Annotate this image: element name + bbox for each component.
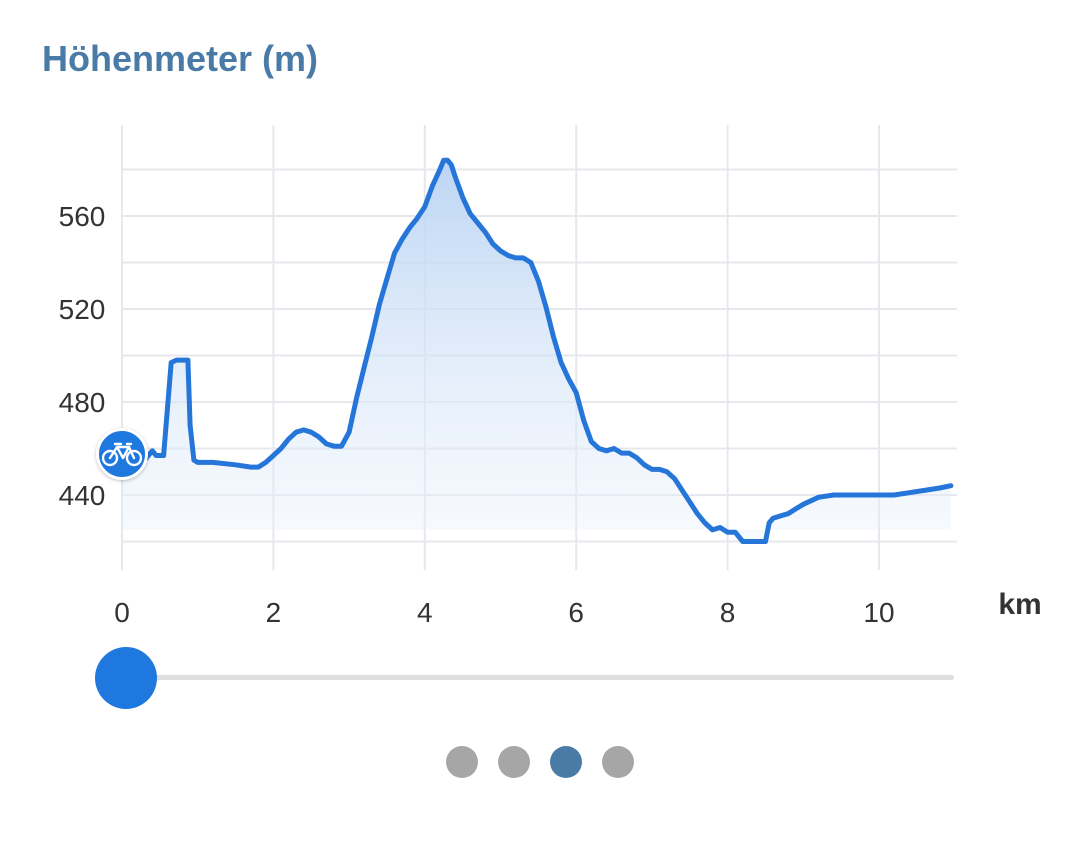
x-tick-label: 8 <box>720 597 736 628</box>
bicycle-marker[interactable] <box>96 428 148 480</box>
page-dot-3[interactable] <box>550 746 582 778</box>
elevation-area <box>122 160 951 542</box>
x-tick-label: 6 <box>568 597 584 628</box>
x-tick-label: 10 <box>863 597 894 628</box>
page-dot-1[interactable] <box>446 746 478 778</box>
slider-track[interactable] <box>126 675 954 680</box>
y-tick-label: 440 <box>59 480 106 511</box>
elevation-line <box>119 157 954 544</box>
y-tick-label: 480 <box>59 387 106 418</box>
slider-knob[interactable] <box>95 647 157 709</box>
page-dot-2[interactable] <box>498 746 530 778</box>
chart-title: Höhenmeter (m) <box>42 38 319 79</box>
x-tick-label: 0 <box>114 597 130 628</box>
page-indicator <box>446 746 634 778</box>
x-tick-label: 2 <box>266 597 282 628</box>
y-tick-label: 520 <box>59 294 106 325</box>
page-dot-4[interactable] <box>602 746 634 778</box>
y-tick-label: 560 <box>59 201 106 232</box>
x-tick-label: 4 <box>417 597 433 628</box>
bicycle-icon <box>102 442 142 467</box>
x-axis-label: km <box>998 588 1041 621</box>
